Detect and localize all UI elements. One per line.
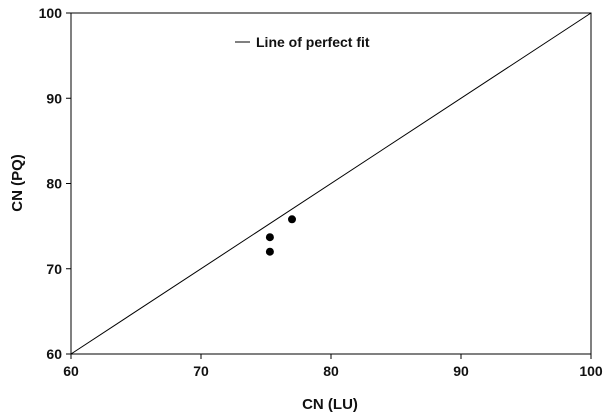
y-tick-label: 90 — [46, 90, 62, 106]
y-tick-label: 80 — [46, 176, 62, 192]
x-tick-label: 100 — [579, 363, 603, 379]
x-tick-label: 70 — [193, 363, 209, 379]
x-tick-label: 80 — [323, 363, 339, 379]
y-axis-ticks: 60 70 80 90 100 — [39, 5, 71, 362]
x-tick-label: 90 — [453, 363, 469, 379]
perfect-fit-line-group — [70, 12, 592, 355]
y-axis-title: CN (PQ) — [9, 154, 26, 212]
data-point — [288, 215, 296, 224]
x-axis-ticks: 60 70 80 90 100 — [63, 354, 603, 379]
data-points-group — [265, 215, 296, 256]
legend-label: Line of perfect fit — [256, 34, 370, 50]
legend: Line of perfect fit — [235, 34, 370, 50]
perfect-fit-line — [70, 12, 592, 355]
y-tick-label: 70 — [46, 261, 62, 277]
data-point — [265, 247, 274, 256]
data-point — [265, 233, 274, 242]
x-axis-title: CN (LU) — [302, 396, 358, 413]
x-tick-label: 60 — [63, 363, 79, 379]
y-tick-label: 60 — [46, 346, 62, 362]
y-tick-label: 100 — [39, 5, 63, 21]
